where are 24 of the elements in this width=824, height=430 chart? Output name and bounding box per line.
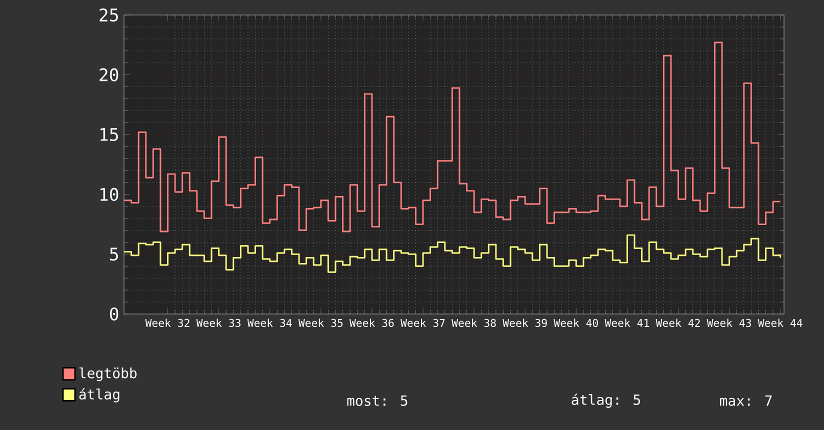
- x-tick-label: Week 33: [196, 318, 240, 327]
- y-tick-label: 15: [100, 128, 118, 142]
- text: most: 5: [347, 396, 408, 406]
- text: átlag: 5: [572, 394, 640, 408]
- y-tick-label: 25: [100, 8, 118, 22]
- x-tick-label: Week 41: [604, 318, 649, 327]
- x-tick-label: Week 43: [706, 318, 751, 327]
- y-tick-label: 5: [110, 248, 118, 261]
- y-tick-label: 10: [100, 188, 118, 201]
- text: max: 7: [720, 396, 772, 406]
- x-tick-label: Week 34: [247, 318, 292, 327]
- x-tick-label: Week 44: [758, 318, 802, 327]
- legend-label: legtöbb: [79, 367, 137, 382]
- y-tick-label: 0: [110, 307, 118, 321]
- x-tick-label: Week 37: [400, 318, 445, 327]
- x-tick-label: Week 40: [554, 318, 598, 327]
- x-tick-label: Week 39: [502, 318, 547, 327]
- x-tick-label: Week 35: [298, 318, 343, 327]
- legend-label: átlag: [79, 388, 120, 402]
- x-tick-label: Week 38: [452, 318, 496, 327]
- x-tick-label: Week 32: [145, 318, 190, 327]
- x-tick-label: Week 42: [656, 318, 700, 327]
- x-tick-label: Week 36: [349, 318, 394, 327]
- y-tick-label: 20: [100, 68, 118, 82]
